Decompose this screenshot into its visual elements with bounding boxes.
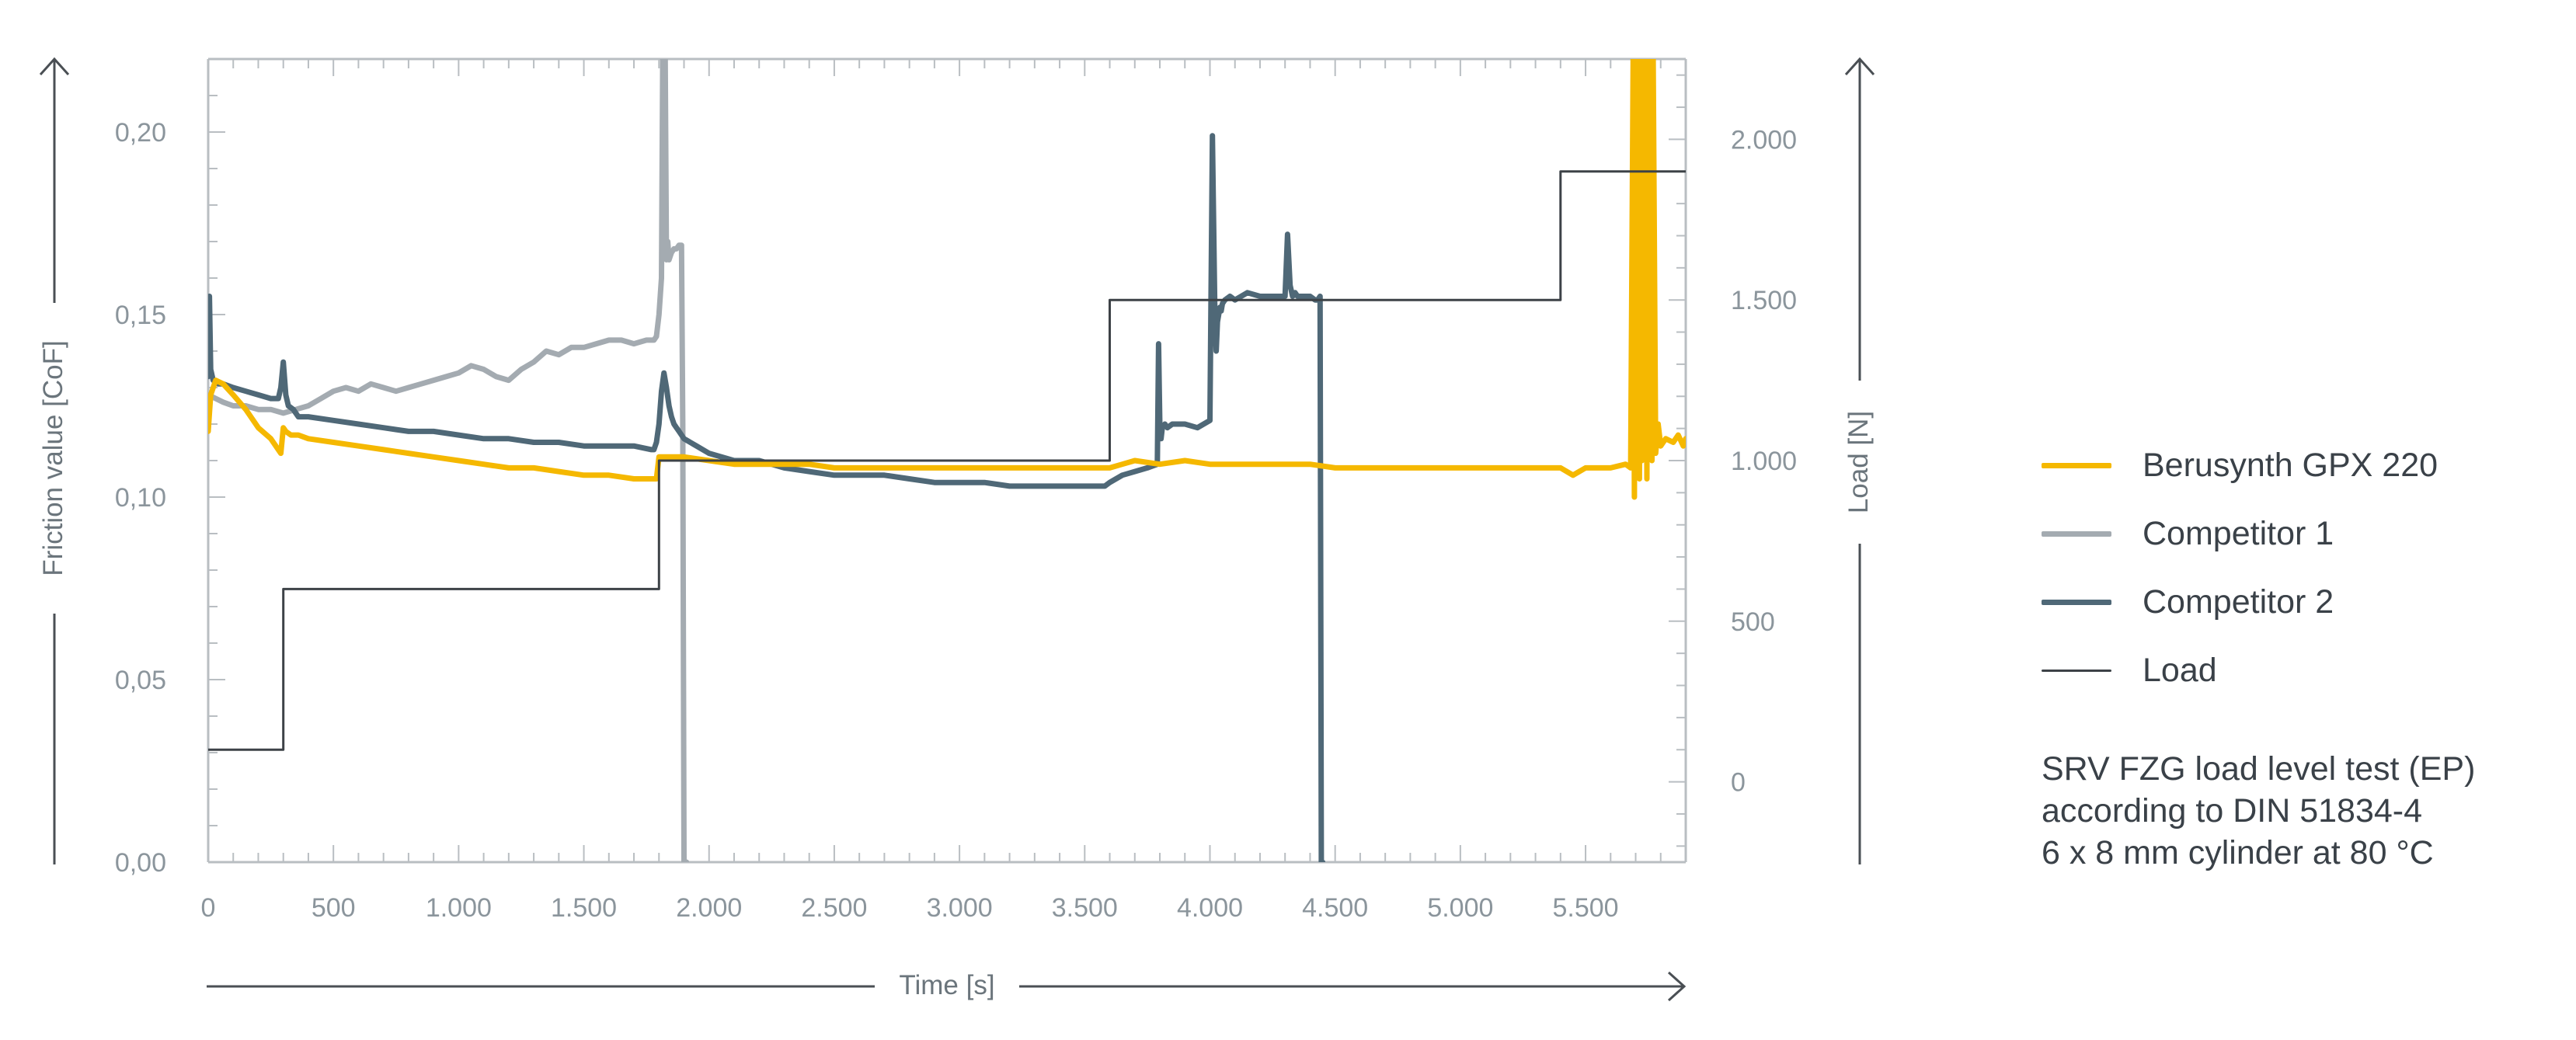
y-right-tick-label: 1.500 [1731, 286, 1797, 315]
note-line: according to DIN 51834-4 [2042, 792, 2423, 830]
x-tick-label: 1.000 [426, 893, 492, 923]
x-tick-label: 0 [201, 893, 216, 923]
x-tick-label: 4.000 [1177, 893, 1243, 923]
legend-label: Competitor 2 [2143, 583, 2334, 621]
x-tick-label: 2.500 [801, 893, 867, 923]
y-left-tick-label: 0,00 [115, 848, 166, 878]
legend-item-berusynth: Berusynth GPX 220 [2042, 431, 2539, 499]
y-left-tick-label: 0,10 [115, 483, 166, 513]
series-line-competitor-2 [208, 133, 1326, 862]
x-axis-title: Time [s] [899, 970, 994, 1000]
legend: Berusynth GPX 220 Competitor 1 Competito… [2042, 431, 2539, 874]
y-axis-left-title: Friction value [CoF] [38, 340, 68, 576]
legend-label: Competitor 1 [2143, 514, 2334, 552]
y-axis-right-title: Load [N] [1843, 411, 1874, 513]
note-line: 6 x 8 mm cylinder at 80 °C [2042, 834, 2434, 871]
test-note: SRV FZG load level test (EP) according t… [2042, 748, 2539, 874]
series-line-competitor-1 [208, 59, 690, 862]
x-tick-label: 4.500 [1302, 893, 1368, 923]
y-left-tick-label: 0,20 [115, 118, 166, 148]
axes [39, 57, 1875, 1002]
legend-swatch-competitor-1 [2042, 530, 2111, 537]
y-right-tick-label: 2.000 [1731, 125, 1797, 155]
legend-swatch-competitor-2 [2042, 599, 2111, 605]
note-line: SRV FZG load level test (EP) [2042, 750, 2476, 788]
series-group [208, 59, 1686, 862]
x-tick-label: 500 [312, 893, 356, 923]
x-tick-label: 3.500 [1052, 893, 1118, 923]
legend-label: Load [2143, 651, 2217, 689]
x-arrow-head [1667, 971, 1687, 1002]
legend-label: Berusynth GPX 220 [2143, 446, 2438, 484]
legend-item-competitor-1: Competitor 1 [2042, 499, 2539, 568]
y-left-tick-label: 0,15 [115, 301, 166, 330]
x-tick-label: 5.000 [1427, 893, 1493, 923]
x-tick-label: 1.500 [551, 893, 617, 923]
x-tick-label: 3.000 [927, 893, 993, 923]
series-line-load [208, 170, 1686, 751]
y-right-arrow-head [1844, 57, 1875, 76]
ticks: 0 500 1.000 1.500 2.000 2.500 3.000 3.500 4.000 4… [115, 118, 1797, 923]
legend-item-competitor-2: Competitor 2 [2042, 568, 2539, 636]
y-left-tick-label: 0,05 [115, 666, 166, 695]
x-tick-label: 5.500 [1553, 893, 1619, 923]
y-right-tick-label: 500 [1731, 607, 1775, 637]
x-tick-label: 2.000 [676, 893, 742, 923]
y-right-tick-label: 1.000 [1731, 447, 1797, 476]
legend-item-load: Load [2042, 636, 2539, 704]
legend-swatch-berusynth [2042, 462, 2111, 468]
legend-swatch-load [2042, 669, 2111, 672]
y-left-arrow-head [39, 57, 70, 76]
series-line-berusynth-gpx-220 [208, 59, 1686, 500]
axis-titles: Time [s] Friction value [CoF] Load [N] [38, 340, 1874, 1000]
y-right-tick-label: 0 [1731, 768, 1746, 798]
